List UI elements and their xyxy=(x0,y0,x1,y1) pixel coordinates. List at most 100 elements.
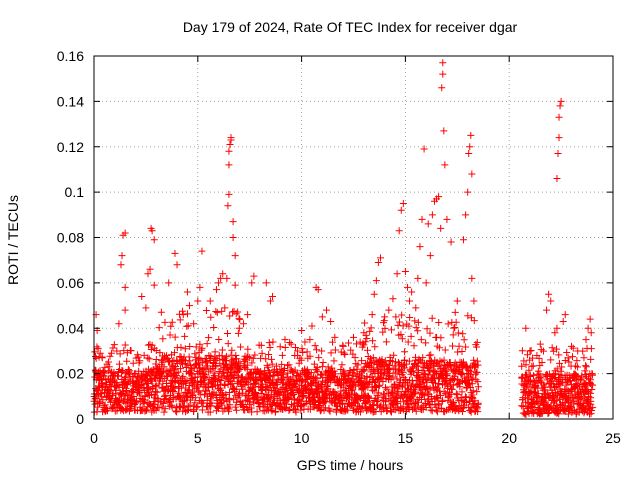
data-point xyxy=(389,390,397,398)
data-point xyxy=(526,387,534,395)
data-point xyxy=(285,407,293,415)
data-point xyxy=(159,400,167,408)
data-point xyxy=(360,329,368,337)
data-point xyxy=(580,409,588,417)
data-point xyxy=(153,388,161,396)
data-point xyxy=(100,372,108,380)
data-point xyxy=(185,302,193,310)
data-point xyxy=(395,318,403,326)
data-point xyxy=(371,343,379,351)
data-point xyxy=(147,346,155,354)
data-point xyxy=(543,306,551,314)
data-point xyxy=(442,367,450,375)
data-point xyxy=(394,321,402,329)
data-point xyxy=(150,236,158,244)
data-point xyxy=(451,324,459,332)
data-point xyxy=(221,382,229,390)
data-point xyxy=(555,410,563,418)
data-point xyxy=(338,361,346,369)
data-point xyxy=(563,349,571,357)
data-point xyxy=(565,358,573,366)
data-point xyxy=(432,359,440,367)
data-point xyxy=(127,347,135,355)
data-point xyxy=(224,202,232,210)
data-point xyxy=(277,400,285,408)
data-point xyxy=(439,70,447,78)
data-point xyxy=(108,391,116,399)
data-point xyxy=(382,338,390,346)
data-point xyxy=(529,362,537,370)
data-point xyxy=(173,408,181,416)
data-point xyxy=(228,346,236,354)
data-point xyxy=(428,211,436,219)
data-point xyxy=(345,381,353,389)
data-point xyxy=(208,399,216,407)
data-point xyxy=(236,315,244,323)
data-point xyxy=(162,379,170,387)
data-point xyxy=(198,344,206,352)
y-tick-label: 0.12 xyxy=(57,139,84,155)
data-point xyxy=(426,329,434,337)
data-point xyxy=(183,288,191,296)
data-point xyxy=(437,392,445,400)
data-point xyxy=(556,396,564,404)
data-point xyxy=(221,304,229,312)
data-point xyxy=(249,384,257,392)
data-point xyxy=(350,333,357,341)
data-point xyxy=(470,317,478,325)
data-point xyxy=(573,357,581,365)
data-point xyxy=(167,322,175,330)
data-point xyxy=(127,396,135,404)
data-point xyxy=(455,342,463,350)
data-point xyxy=(566,403,574,411)
data-point xyxy=(412,407,420,415)
data-point xyxy=(289,373,297,381)
data-point xyxy=(235,315,243,323)
data-point xyxy=(468,170,476,178)
data-point xyxy=(299,348,307,356)
data-point xyxy=(199,399,207,407)
data-point xyxy=(395,227,403,235)
data-point xyxy=(294,369,302,377)
data-point xyxy=(232,352,240,359)
data-point xyxy=(443,370,451,378)
data-point xyxy=(364,346,372,354)
data-point xyxy=(327,349,335,357)
data-point xyxy=(522,361,530,369)
data-point xyxy=(589,404,597,412)
data-point xyxy=(551,397,559,405)
data-point xyxy=(210,324,218,332)
data-point xyxy=(313,375,321,383)
data-point xyxy=(447,238,455,246)
data-point xyxy=(371,357,379,365)
data-point xyxy=(224,340,232,348)
data-point xyxy=(435,319,443,327)
data-point xyxy=(473,388,481,396)
data-point xyxy=(518,402,526,410)
data-point xyxy=(186,357,194,365)
data-point xyxy=(398,382,406,390)
data-point xyxy=(518,347,526,355)
data-point xyxy=(534,390,542,398)
data-point xyxy=(385,306,393,314)
data-point xyxy=(206,297,214,305)
data-point xyxy=(244,345,252,353)
data-point xyxy=(331,370,339,378)
data-point xyxy=(257,341,265,349)
data-point xyxy=(408,364,416,372)
data-point xyxy=(354,361,362,369)
data-point xyxy=(158,403,166,411)
data-point xyxy=(449,342,457,350)
data-point xyxy=(558,363,566,371)
data-point xyxy=(335,392,343,400)
data-point xyxy=(450,324,458,332)
data-point xyxy=(191,399,199,407)
data-point xyxy=(394,367,402,375)
data-point xyxy=(173,261,181,269)
data-point xyxy=(329,338,337,346)
data-point xyxy=(298,345,306,353)
data-point xyxy=(368,386,376,394)
data-point xyxy=(326,407,334,415)
data-point xyxy=(249,354,257,362)
